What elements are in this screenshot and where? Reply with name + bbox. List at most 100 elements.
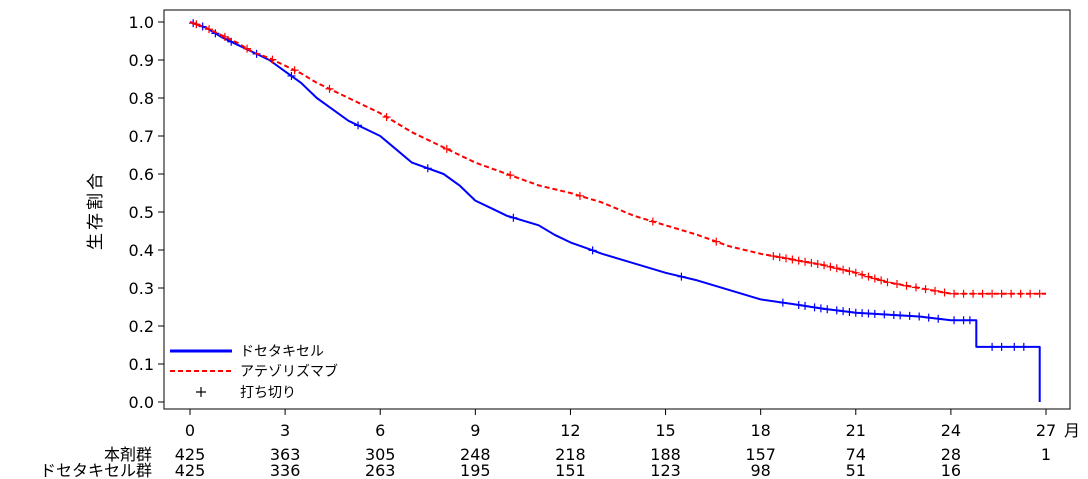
risk-row-label: ドセタキセル群 [40, 461, 152, 479]
censor-mark [509, 213, 518, 222]
censor-mark [290, 66, 299, 75]
censor-mark [870, 274, 879, 283]
censor-mark [988, 342, 997, 351]
censor-mark [268, 55, 277, 64]
series-line [189, 21, 1046, 295]
x-tick-label: 21 [846, 421, 866, 440]
censor-mark [1016, 289, 1025, 298]
censor-mark [959, 289, 968, 298]
risk-table: 本剤群 425 363 305 248 218 188 157 74 28 1 ドセタキセル群 425 3… [40, 445, 1051, 479]
censor-mark [192, 20, 201, 29]
y-tick-label: 0.1 [129, 355, 154, 374]
legend-label: 打ち切り [240, 384, 296, 401]
censor-mark [969, 289, 978, 298]
censor-mark [287, 71, 296, 80]
censor-mark [988, 289, 997, 298]
y-axis-label: 生存割合 [86, 170, 106, 250]
risk-count: 336 [270, 461, 301, 479]
censor-mark [820, 261, 829, 270]
risk-count: 98 [750, 461, 770, 479]
censor-mark [839, 307, 848, 316]
censor-mark [950, 289, 959, 298]
x-tick-label: 24 [941, 421, 961, 440]
risk-count: 425 [175, 445, 206, 464]
censor-mark [934, 314, 943, 323]
y-tick-label: 0.2 [129, 317, 154, 336]
risk-count: 195 [460, 461, 491, 479]
censor-mark [1026, 289, 1035, 298]
censor-mark [769, 252, 778, 261]
risk-count: 16 [941, 461, 961, 479]
y-tick-label: 0.5 [129, 203, 154, 222]
censor-mark [813, 260, 822, 269]
y-tick-label: 0.7 [129, 127, 154, 146]
x-tick-label: 3 [280, 421, 290, 440]
censor-mark [864, 272, 873, 281]
censor-mark [883, 278, 892, 287]
y-tick-label: 0.6 [129, 165, 154, 184]
risk-count: 425 [175, 461, 206, 479]
censor-mark [382, 113, 391, 121]
censor-mark [794, 300, 803, 309]
x-tick-label: 6 [375, 421, 385, 440]
x-tick-label: 0 [185, 421, 195, 440]
risk-count: 151 [555, 461, 586, 479]
censor-mark [442, 144, 451, 153]
censor-mark [205, 25, 214, 34]
y-tick-label: 0.9 [129, 51, 154, 70]
y-tick-label: 0.3 [129, 279, 154, 298]
risk-count: 248 [460, 445, 491, 464]
risk-count: 28 [941, 445, 961, 464]
censor-mark [950, 316, 959, 325]
censor-mark [712, 237, 721, 246]
censor-mark [902, 281, 911, 290]
censor-mark [924, 313, 933, 322]
censor-mark [931, 286, 940, 295]
censor-mark [575, 191, 584, 200]
censor-mark [801, 301, 810, 310]
risk-count: 123 [650, 461, 681, 479]
series-layer [189, 19, 1046, 402]
censor-mark [892, 280, 901, 289]
risk-count: 157 [745, 445, 776, 464]
censor-mark [220, 32, 229, 41]
censor-mark [858, 270, 867, 279]
x-tick-label: 18 [750, 421, 770, 440]
censor-mark [648, 217, 657, 226]
risk-count: 1 [1041, 445, 1051, 464]
censor-mark [826, 262, 835, 271]
x-axis-unit: 月 [1064, 421, 1080, 440]
censor-mark [880, 310, 889, 319]
censor-mark [211, 29, 220, 38]
legend-swatch-censor [196, 387, 206, 397]
censor-mark [940, 288, 949, 297]
censor-mark [1035, 289, 1044, 298]
censor-mark [243, 44, 252, 53]
censor-mark [801, 257, 810, 266]
censor-mark [997, 289, 1006, 298]
censor-mark [870, 309, 879, 318]
censor-mark [851, 268, 860, 277]
x-axis: 0 3 6 9 12 15 18 21 24 27 [185, 409, 1056, 440]
censor-mark [896, 311, 905, 320]
censor-mark [810, 303, 819, 312]
risk-count: 363 [270, 445, 301, 464]
censor-mark [677, 272, 686, 281]
x-tick-label: 15 [655, 421, 675, 440]
censor-mark [1007, 289, 1016, 298]
censor-mark [778, 298, 787, 307]
y-tick-label: 1.0 [129, 13, 154, 32]
risk-count: 218 [555, 445, 586, 464]
censor-mark [1019, 342, 1028, 351]
censor-mark [794, 256, 803, 265]
x-tick-label: 9 [470, 421, 480, 440]
censor-mark [823, 305, 832, 314]
censor-mark [845, 307, 854, 316]
censor-mark [877, 276, 886, 285]
censor-mark [354, 121, 363, 130]
risk-count: 74 [846, 445, 866, 464]
x-tick-label: 12 [560, 421, 580, 440]
censor-mark [423, 164, 432, 173]
risk-count: 305 [365, 445, 396, 464]
